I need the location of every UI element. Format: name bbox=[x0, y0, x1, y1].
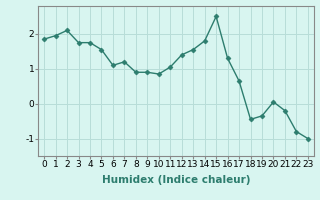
X-axis label: Humidex (Indice chaleur): Humidex (Indice chaleur) bbox=[102, 175, 250, 185]
